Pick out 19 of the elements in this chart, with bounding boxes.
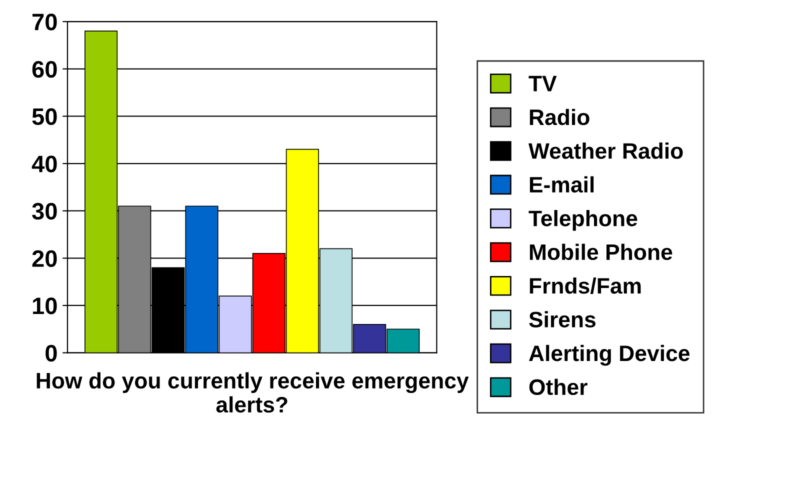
legend-label: Other (529, 378, 588, 396)
x-axis-title: How do you currently receive emergency alerts? (36, 372, 469, 413)
y-tick-label: 40 (32, 156, 57, 172)
legend-label: Alerting Device (529, 344, 690, 366)
y-tick-label: 10 (32, 298, 57, 314)
y-tick-label: 70 (32, 14, 57, 30)
y-tick-label: 20 (32, 250, 57, 267)
y-tick-label: 60 (32, 60, 57, 78)
legend-label: TV (528, 76, 557, 92)
legend-label: Frnds/Fam (530, 277, 641, 294)
legend-label: E-mail (530, 176, 594, 193)
y-tick-label: 50 (32, 108, 57, 126)
legend-label: Radio (530, 108, 590, 126)
y-tick-label: 30 (32, 202, 57, 220)
legend-label: Telephone (528, 210, 638, 231)
y-tick-label: 0 (46, 344, 57, 362)
legend-label: Mobile Phone (530, 244, 672, 260)
legend-label: Weather Radio (528, 142, 683, 159)
legend-label: Sirens (529, 311, 596, 328)
